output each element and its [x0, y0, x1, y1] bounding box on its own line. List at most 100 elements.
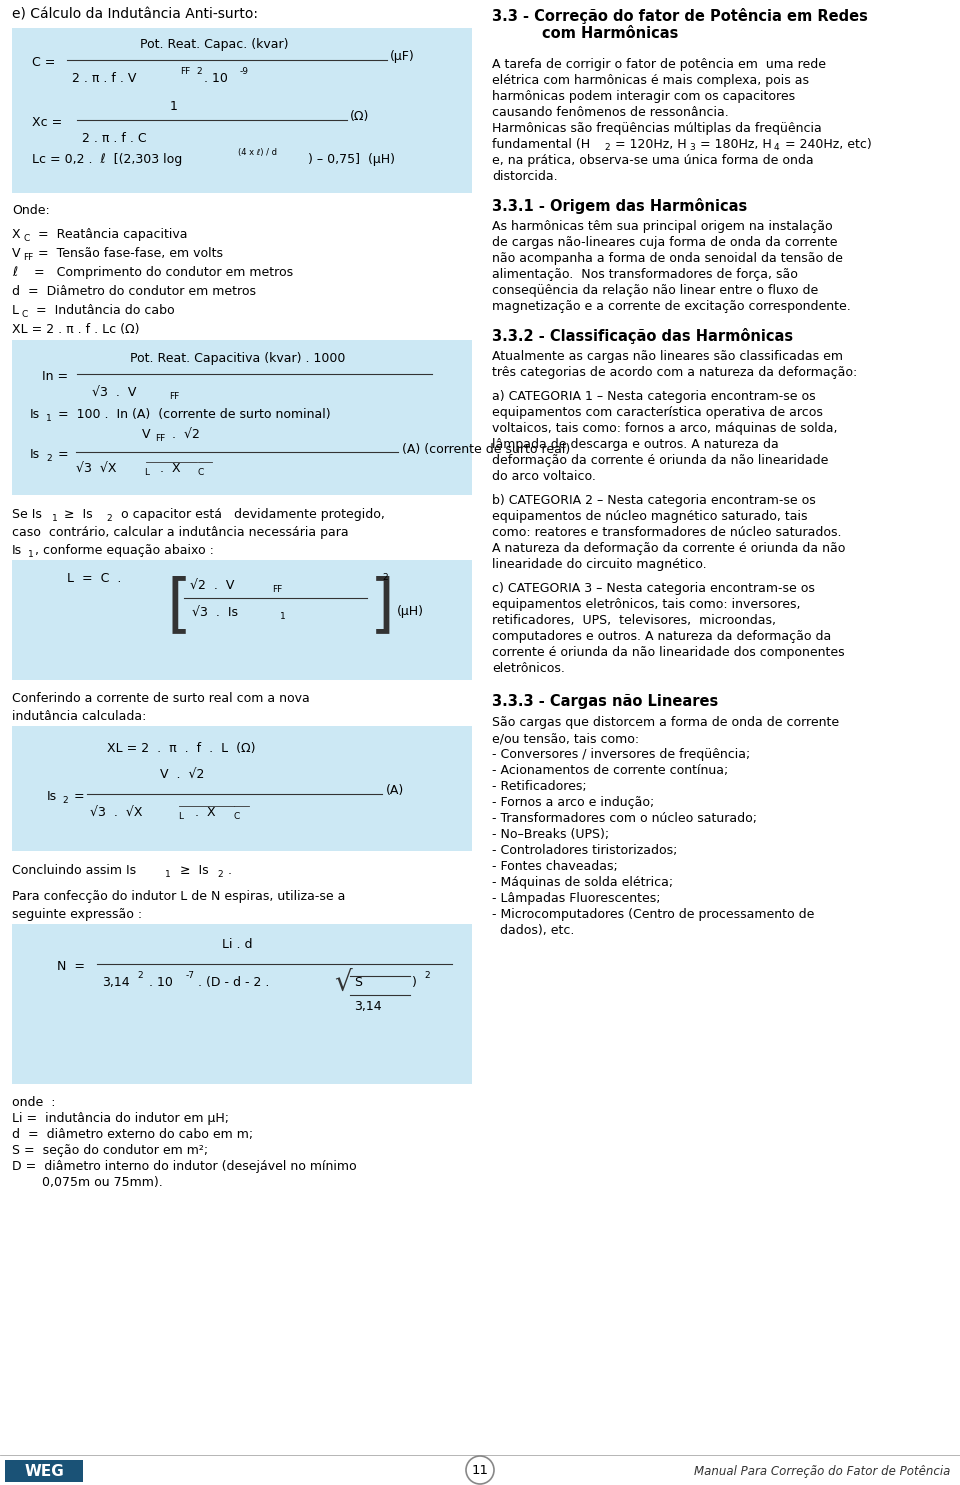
Text: indutância calculada:: indutância calculada:	[12, 710, 146, 723]
Text: fundamental (H: fundamental (H	[492, 138, 590, 151]
Text: Is: Is	[30, 448, 40, 460]
Text: eletrônicos.: eletrônicos.	[492, 662, 564, 676]
Text: ): )	[412, 976, 425, 989]
Text: corrente é oriunda da não linearidade dos componentes: corrente é oriunda da não linearidade do…	[492, 646, 845, 659]
Text: S =  seção do condutor em m²;: S = seção do condutor em m²;	[12, 1143, 208, 1157]
Text: 3.3.3 - Cargas não Lineares: 3.3.3 - Cargas não Lineares	[492, 693, 718, 708]
Text: 2 . π . f . V: 2 . π . f . V	[72, 71, 136, 85]
Text: não acompanha a forma de onda senoidal da tensão de: não acompanha a forma de onda senoidal d…	[492, 252, 843, 264]
Text: A natureza da deformação da corrente é oriunda da não: A natureza da deformação da corrente é o…	[492, 542, 846, 555]
Text: linearidade do circuito magnético.: linearidade do circuito magnético.	[492, 558, 707, 572]
Text: a) CATEGORIA 1 – Nesta categoria encontram-se os: a) CATEGORIA 1 – Nesta categoria encontr…	[492, 391, 816, 402]
Text: C: C	[234, 812, 240, 821]
Text: Is: Is	[47, 790, 58, 803]
Text: 2: 2	[382, 573, 388, 582]
Text: d  =  Diâmetro do condutor em metros: d = Diâmetro do condutor em metros	[12, 285, 256, 298]
Text: - Lâmpadas Fluorescentes;: - Lâmpadas Fluorescentes;	[492, 892, 660, 904]
Text: b) CATEGORIA 2 – Nesta categoria encontram-se os: b) CATEGORIA 2 – Nesta categoria encontr…	[492, 495, 816, 506]
Text: Pot. Reat. Capacitiva (kvar) . 1000: Pot. Reat. Capacitiva (kvar) . 1000	[130, 352, 346, 365]
Text: Onde:: Onde:	[12, 203, 50, 217]
Text: =  100 .  In (A)  (corrente de surto nominal): = 100 . In (A) (corrente de surto nomina…	[54, 408, 330, 422]
Text: Is: Is	[30, 408, 40, 422]
Text: 3,14: 3,14	[102, 976, 130, 989]
Text: - Microcomputadores (Centro de processamento de: - Microcomputadores (Centro de processam…	[492, 907, 814, 921]
Text: =: =	[54, 448, 73, 460]
Text: 1: 1	[170, 99, 178, 113]
Text: N  =: N =	[57, 959, 89, 973]
Text: Pot. Reat. Capac. (kvar): Pot. Reat. Capac. (kvar)	[140, 39, 289, 50]
Text: - Fornos a arco e indução;: - Fornos a arco e indução;	[492, 796, 655, 809]
Text: V: V	[142, 428, 151, 441]
Text: =  Reatância capacitiva: = Reatância capacitiva	[34, 229, 187, 241]
Text: e/ou tensão, tais como:: e/ou tensão, tais como:	[492, 732, 639, 745]
Text: .  X: . X	[187, 806, 216, 820]
Text: As harmônicas têm sua principal origem na instalação: As harmônicas têm sua principal origem n…	[492, 220, 832, 233]
Text: - Fontes chaveadas;: - Fontes chaveadas;	[492, 860, 617, 873]
Text: =   Comprimento do condutor em metros: = Comprimento do condutor em metros	[30, 266, 293, 279]
Text: =  Indutância do cabo: = Indutância do cabo	[32, 304, 175, 316]
Text: = 120Hz, H: = 120Hz, H	[611, 138, 686, 151]
Bar	[12, 924, 472, 1084]
Text: 4: 4	[774, 143, 780, 151]
Text: equipamentos com característica operativa de arcos: equipamentos com característica operativ…	[492, 405, 823, 419]
Text: dados), etc.: dados), etc.	[492, 924, 574, 937]
Text: 2: 2	[62, 796, 67, 805]
Text: conseqüência da relação não linear entre o fluxo de: conseqüência da relação não linear entre…	[492, 284, 818, 297]
Text: -9: -9	[240, 67, 249, 76]
Text: Para confecção do indutor L de N espiras, utiliza-se a: Para confecção do indutor L de N espiras…	[12, 890, 346, 903]
Text: - Transformadores com o núcleo saturado;: - Transformadores com o núcleo saturado;	[492, 812, 757, 826]
Text: equipamentos eletrônicos, tais como: inversores,: equipamentos eletrônicos, tais como: inv…	[492, 598, 801, 610]
Text: - Máquinas de solda elétrica;: - Máquinas de solda elétrica;	[492, 876, 673, 890]
Text: .: .	[224, 864, 232, 878]
Text: C: C	[22, 310, 28, 319]
Text: √3  .  V: √3 . V	[92, 386, 136, 399]
Text: FF: FF	[180, 67, 190, 76]
Text: 2: 2	[604, 143, 610, 151]
Text: - Conversores / inversores de freqüência;: - Conversores / inversores de freqüência…	[492, 748, 751, 760]
Bar	[12, 726, 472, 851]
Text: 2: 2	[137, 971, 143, 980]
Text: (μF): (μF)	[390, 50, 415, 62]
Text: (A) (corrente de surto real): (A) (corrente de surto real)	[402, 443, 570, 456]
Text: - Controladores tiristorizados;: - Controladores tiristorizados;	[492, 843, 678, 857]
Text: ≥  Is: ≥ Is	[60, 508, 92, 521]
Text: V: V	[12, 247, 20, 260]
Text: C =: C =	[32, 56, 60, 68]
Text: do arco voltaico.: do arco voltaico.	[492, 469, 596, 483]
Text: 1: 1	[280, 612, 286, 621]
Text: . 10: . 10	[145, 976, 173, 989]
Text: distorcida.: distorcida.	[492, 169, 558, 183]
Text: voltaicos, tais como: fornos a arco, máquinas de solda,: voltaicos, tais como: fornos a arco, máq…	[492, 422, 837, 435]
Text: XL = 2  .  π  .  f  .  L  (Ω): XL = 2 . π . f . L (Ω)	[107, 742, 255, 754]
Bar	[12, 340, 472, 495]
Text: C: C	[23, 235, 29, 244]
Text: (A): (A)	[386, 784, 404, 797]
Text: Atualmente as cargas não lineares são classificadas em: Atualmente as cargas não lineares são cl…	[492, 350, 843, 362]
Text: - Retificadores;: - Retificadores;	[492, 780, 587, 793]
Text: 2 . π . f . C: 2 . π . f . C	[82, 132, 147, 146]
Text: , conforme equação abaixo :: , conforme equação abaixo :	[35, 544, 214, 557]
Text: 2: 2	[217, 870, 223, 879]
Text: 2: 2	[196, 67, 202, 76]
Text: V  .  √2: V . √2	[160, 768, 204, 781]
Text: três categorias de acordo com a natureza da deformação:: três categorias de acordo com a natureza…	[492, 365, 857, 379]
Text: =: =	[70, 790, 88, 803]
Text: o capacitor está   devidamente protegido,: o capacitor está devidamente protegido,	[113, 508, 385, 521]
Text: √: √	[334, 970, 351, 996]
Text: onde  :: onde :	[12, 1096, 56, 1109]
Text: alimentação.  Nos transformadores de força, são: alimentação. Nos transformadores de forç…	[492, 267, 798, 281]
Text: Se Is: Se Is	[12, 508, 42, 521]
Text: √3  .  √X: √3 . √X	[90, 806, 142, 820]
Text: ℓ: ℓ	[12, 266, 17, 279]
Text: e, na prática, observa-se uma única forma de onda: e, na prática, observa-se uma única form…	[492, 154, 814, 166]
Text: Xc =: Xc =	[32, 116, 66, 129]
Text: L  =  C  .: L = C .	[67, 572, 121, 585]
Text: ) – 0,75]  (μH): ) – 0,75] (μH)	[308, 153, 395, 166]
Text: 3.3.2 - Classificação das Harmônicas: 3.3.2 - Classificação das Harmônicas	[492, 328, 793, 345]
Text: c) CATEGORIA 3 – Nesta categoria encontram-se os: c) CATEGORIA 3 – Nesta categoria encontr…	[492, 582, 815, 595]
Text: 3.3.1 - Origem das Harmônicas: 3.3.1 - Origem das Harmônicas	[492, 198, 747, 214]
Text: = 180Hz, H: = 180Hz, H	[696, 138, 772, 151]
Text: elétrica com harmônicas é mais complexa, pois as: elétrica com harmônicas é mais complexa,…	[492, 74, 809, 88]
Text: -7: -7	[186, 971, 195, 980]
Text: √3  .  Is: √3 . Is	[192, 606, 238, 619]
